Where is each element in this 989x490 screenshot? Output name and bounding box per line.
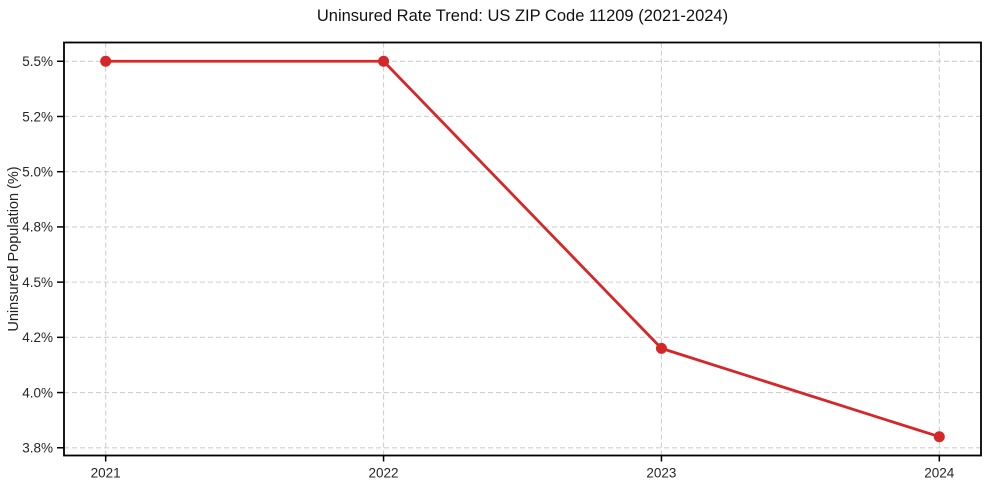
y-axis-label: Uninsured Population (%) [6, 166, 22, 331]
y-tick-label: 5.2% [22, 109, 53, 124]
y-tick-label: 3.8% [22, 441, 53, 456]
chart-title: Uninsured Rate Trend: US ZIP Code 11209 … [317, 7, 728, 25]
y-tick-label: 4.2% [22, 330, 53, 345]
y-tick-label: 5.5% [22, 54, 53, 69]
data-point-2024 [933, 431, 945, 443]
data-point-2023 [655, 342, 667, 354]
y-tick-label: 4.5% [22, 275, 53, 290]
trend-line [104, 59, 941, 439]
trend-line-series [100, 55, 945, 443]
x-tick-label: 2023 [646, 466, 676, 481]
axes: 3.8% 4.0% 4.2% 4.5% 4.8% 5.0% 5.2% 5.5% 2021 2022… [22, 41, 982, 481]
x-tick-label: 2022 [369, 466, 399, 481]
y-tick-label: 4.8% [22, 220, 53, 235]
plot-border [63, 41, 982, 457]
data-point-2022 [378, 55, 390, 67]
y-tick-label: 5.0% [22, 165, 53, 180]
data-point-2021 [100, 55, 112, 67]
x-tick-label: 2024 [924, 466, 955, 481]
gridlines [64, 42, 981, 456]
x-tick-label: 2021 [91, 466, 121, 481]
y-tick-label: 4.0% [22, 385, 53, 400]
